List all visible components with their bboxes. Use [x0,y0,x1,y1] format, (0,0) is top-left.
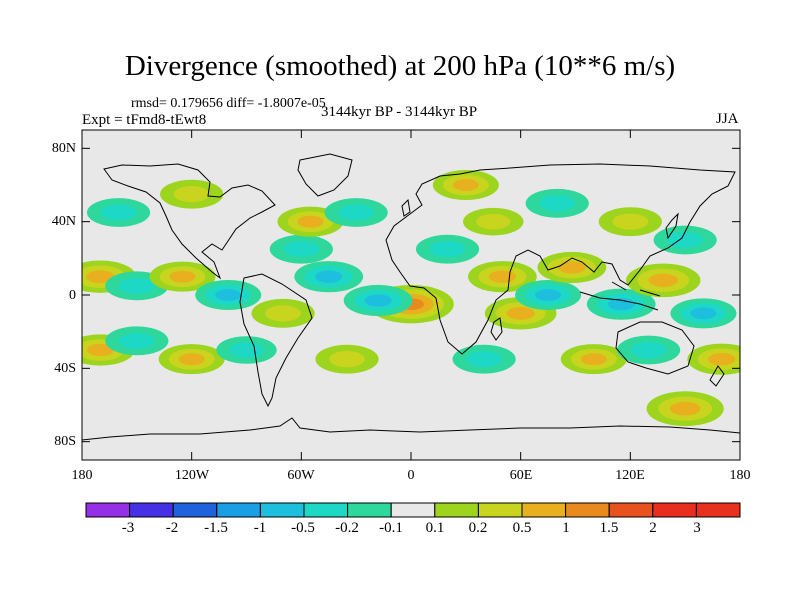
coast-new-zealand [709,365,725,387]
coast-greenland [297,153,353,197]
lon-tick-180e: 180 [729,468,751,483]
colorbar-label: -2 [165,520,179,536]
contour-region [118,332,155,349]
contour-region [169,270,196,283]
coast-japan [665,212,679,240]
contour-region [86,270,115,284]
coast-indonesia [579,281,661,311]
coast-south-america [239,273,313,408]
lat-tick-0: 0 [69,288,76,303]
experiment-line: Expt = tFmd8-tEwt8 [82,112,207,128]
colorbar-label: 1 [562,520,570,536]
coast-uk [401,198,411,217]
lon-tick-60e: 60E [509,468,533,483]
colorbar-box [608,502,654,518]
contour-region [476,213,511,230]
colorbar-label: -0.1 [379,520,403,536]
contour-region [558,261,586,274]
lon-tick-60w: 60W [287,468,315,483]
lat-tick-40n: 40N [51,214,76,229]
colorbar-box [390,502,436,518]
contour-region [329,351,365,368]
contour-region [364,294,392,307]
contour-fields [82,170,740,427]
coastlines [82,153,740,441]
coast-north-america [103,163,276,280]
colorbar-box [347,502,392,518]
contour-region [708,353,736,366]
colorbar-box [129,502,174,518]
colorbar-label: 1.5 [599,520,619,536]
contour-region [466,351,502,368]
lat-tick-80s: 80S [54,434,76,449]
lat-tick-40s: 40S [54,361,76,376]
contour-region [630,341,667,359]
colorbar-box [521,502,567,518]
contour-region [648,273,678,287]
colorbar-box [216,502,261,518]
lat-tick-80n: 80N [51,141,76,156]
colorbar-box [434,502,479,518]
lon-tick-120w: 120W [174,468,210,483]
contour-region [429,241,466,258]
colorbar-label: 2 [649,520,657,536]
contour-region [178,353,205,366]
colorbar-label: 0.1 [425,520,445,536]
axis-ticks [81,130,741,460]
contour-region [297,215,324,228]
colorbar-box [172,502,218,518]
contour-region [118,277,155,294]
coast-madagascar [490,317,503,341]
colorbar-box [652,502,697,518]
contour-region [338,204,375,221]
contour-region [580,353,607,366]
contour-region [283,241,320,258]
colorbar-box [85,502,131,518]
contour-region [215,289,242,301]
colorbar-label: -1 [253,520,267,536]
colorbar-label: -0.2 [335,520,359,536]
coast-eurasia-africa [385,163,736,355]
contour-region [86,343,114,357]
season-label: JJA [716,111,739,127]
contour-region [690,307,717,320]
contour-region [612,213,649,230]
colorbar-label: 0.5 [512,520,532,536]
contour-region [535,289,562,301]
colorbar-label: -0.5 [291,520,315,536]
contour-region [173,186,210,203]
map-title: Divergence (smoothed) at 200 hPa (10**6 … [124,50,676,82]
stats-line: rmsd= 0.179656 diff= -1.8007e-05 [131,96,326,111]
colorbar-box [303,502,349,518]
contour-region [667,231,704,249]
period-line: 3144kyr BP - 3144kyr BP [321,104,478,120]
contour-region [265,305,301,322]
contour-region [506,306,535,320]
contour-region [315,270,343,283]
colorbar-label: -3 [121,520,135,536]
colorbar-box [695,502,741,518]
colorbar-label: 3 [693,520,701,536]
contour-region [669,401,701,416]
contour-region [100,204,137,221]
coast-antarctica [82,417,740,441]
contour-region [539,195,576,212]
lon-tick-180w: 180 [71,468,93,483]
coast-australia [615,321,695,375]
colorbar-label: 0.2 [468,520,488,536]
colorbar-box [259,502,305,518]
contour-region [452,179,479,191]
lon-tick-0: 0 [407,468,415,483]
colorbar-box [565,502,610,518]
colorbar-label: -1.5 [204,520,228,536]
colorbar-box [477,502,523,518]
lon-tick-120e: 120E [615,468,645,483]
